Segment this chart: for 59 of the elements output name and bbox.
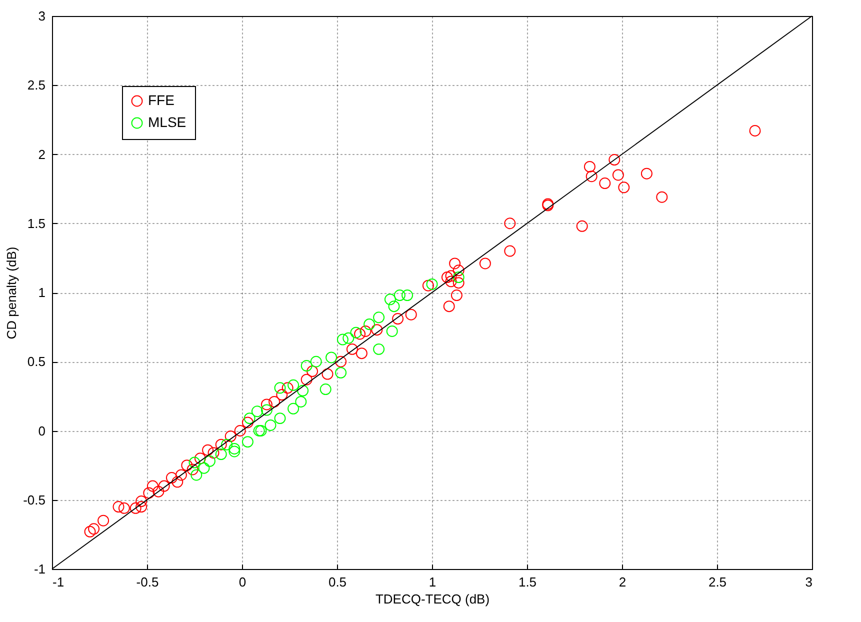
legend-label: FFE xyxy=(148,92,174,108)
legend-label: MLSE xyxy=(148,114,186,130)
point xyxy=(388,300,400,312)
point xyxy=(274,412,286,424)
x-axis-title: TDECQ-TECQ (dB) xyxy=(375,592,490,606)
point xyxy=(274,382,286,394)
y-tick-label: -1 xyxy=(34,562,46,576)
y-tick-label: 0 xyxy=(38,423,46,438)
point xyxy=(335,366,347,378)
point xyxy=(373,312,385,324)
point xyxy=(326,352,338,364)
point xyxy=(295,396,307,408)
x-tick-label: -0.5 xyxy=(136,574,159,590)
point xyxy=(215,448,227,460)
point xyxy=(188,456,200,468)
point xyxy=(228,442,240,454)
x-tick-label: 3 xyxy=(805,574,812,590)
y-tick-label: 0.5 xyxy=(27,354,46,370)
y-tick-label: 3 xyxy=(38,8,46,24)
y-axis-title: CD penalty (dB) xyxy=(4,246,20,340)
y-tick-label: 1 xyxy=(38,285,46,300)
point xyxy=(300,360,312,372)
point xyxy=(452,272,464,284)
point xyxy=(310,356,322,368)
x-tick-label: 2.5 xyxy=(708,574,727,590)
point xyxy=(342,332,354,344)
point xyxy=(228,446,240,458)
x-tick-label: 1 xyxy=(428,574,436,590)
y-tick-label: -0.5 xyxy=(23,492,46,508)
x-tick-label: 0.5 xyxy=(328,574,347,590)
x-tick-label: 1.5 xyxy=(518,574,537,590)
point xyxy=(426,278,438,290)
point xyxy=(288,402,300,414)
x-tick-label: 2 xyxy=(618,574,626,590)
point xyxy=(402,290,414,301)
point xyxy=(394,290,406,301)
point xyxy=(384,294,396,306)
point xyxy=(242,436,254,448)
y-tick-label: 2.5 xyxy=(27,78,46,93)
x-tick-label: 0 xyxy=(238,574,246,590)
point xyxy=(386,325,398,337)
point xyxy=(244,412,256,424)
point xyxy=(260,404,272,416)
x-tick-label: -1 xyxy=(52,574,64,590)
y-tick-label: 2 xyxy=(38,146,46,162)
point xyxy=(204,455,216,467)
y-tick-label: 1.5 xyxy=(27,216,46,231)
point xyxy=(251,406,263,418)
point xyxy=(320,384,332,396)
point xyxy=(336,334,348,346)
point xyxy=(264,419,276,431)
point xyxy=(198,462,210,474)
point xyxy=(364,318,376,330)
point xyxy=(221,438,233,450)
point xyxy=(350,326,362,338)
point xyxy=(190,469,202,481)
point xyxy=(288,379,300,391)
point xyxy=(297,384,309,396)
point xyxy=(373,343,385,355)
